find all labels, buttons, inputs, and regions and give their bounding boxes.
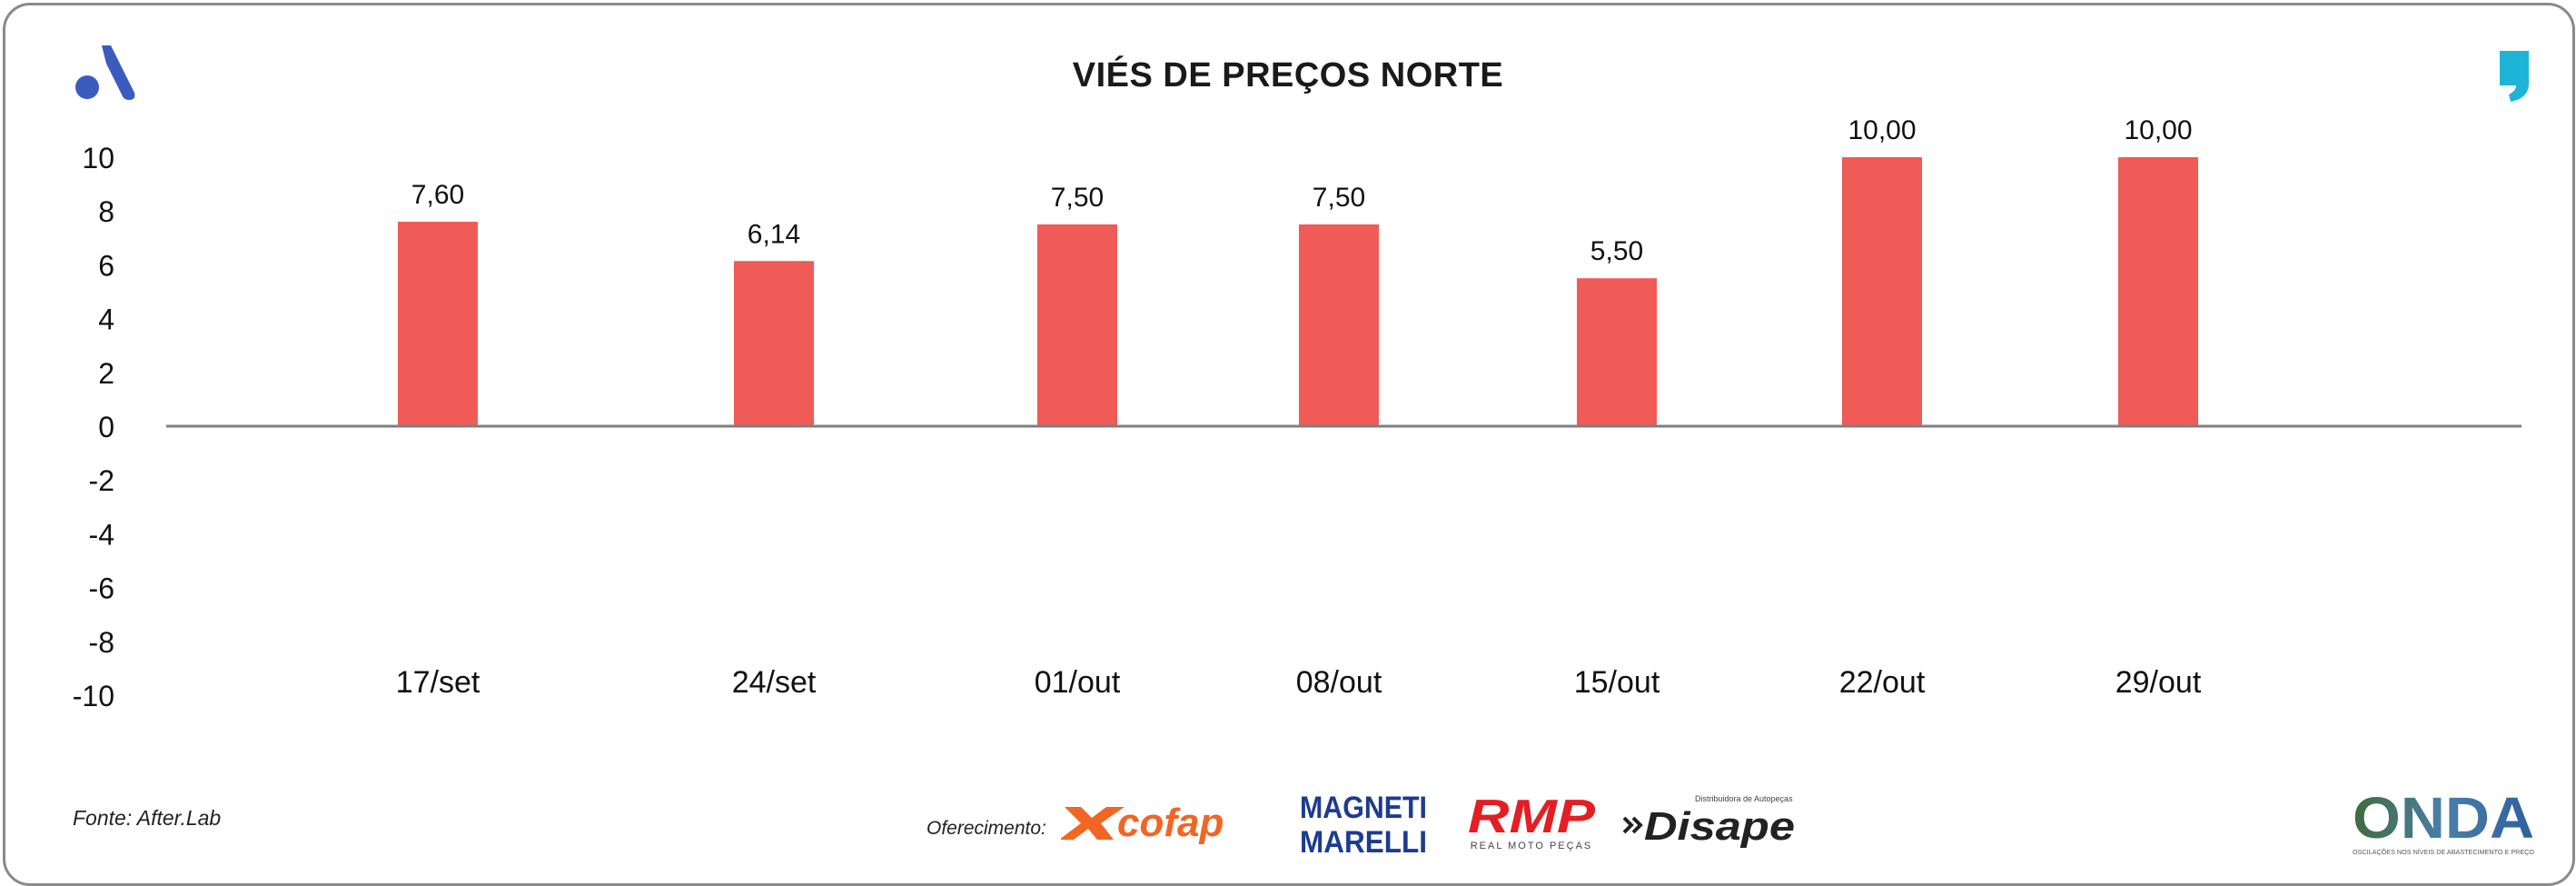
x-tick-label: 08/out: [1296, 665, 1382, 700]
disape-text: Disape: [1644, 804, 1795, 849]
y-tick-label: -6: [89, 572, 114, 605]
bar: [1577, 278, 1657, 426]
data-label: 10,00: [1848, 115, 1916, 145]
magneti-text: MAGNETI: [1300, 791, 1427, 825]
bar: [1299, 224, 1379, 426]
sponsor-label: Oferecimento:: [926, 818, 1046, 839]
y-tick-label: 10: [82, 142, 114, 174]
bar: [398, 222, 478, 426]
x-tick-label: 29/out: [2115, 665, 2202, 700]
y-tick-label: 4: [98, 304, 114, 336]
bar: [1842, 157, 1922, 426]
x-tick-label: 17/set: [396, 665, 481, 700]
y-tick-label: 6: [98, 249, 114, 282]
marelli-text: MARELLI: [1300, 825, 1427, 858]
data-label: 7,50: [1313, 183, 1365, 213]
x-tick-label: 01/out: [1035, 665, 1121, 700]
y-tick-label: -8: [89, 626, 114, 659]
x-tick-label: 15/out: [1574, 665, 1660, 700]
disape-subtitle: Distribuidora de Autopeças: [1695, 794, 1793, 803]
onda-logo: ONDA OSCILAÇÕES NOS NÍVEIS DE ABASTECIME…: [2353, 785, 2535, 856]
y-tick-label: 0: [98, 411, 114, 443]
a-logo-icon: [75, 45, 135, 100]
data-label: 5,50: [1590, 236, 1643, 266]
chart-title: VIÉS DE PREÇOS NORTE: [1072, 56, 1504, 95]
y-tick-label: 2: [98, 357, 114, 390]
data-label: 7,60: [411, 180, 464, 210]
y-tick-label: -4: [89, 518, 114, 551]
rmp-text: RMP: [1468, 791, 1595, 843]
rmp-logo: RMP REAL MOTO PEÇAS: [1468, 791, 1595, 851]
x-tick-label: 22/out: [1839, 665, 1926, 700]
quote-mark-icon: [2500, 51, 2529, 102]
disape-logo: Distribuidora de Autopeças Disape: [1622, 794, 1795, 849]
data-label: 7,50: [1051, 183, 1104, 213]
magneti-marelli-logo: MAGNETI MARELLI: [1300, 791, 1427, 858]
onda-text: ONDA: [2353, 785, 2534, 851]
rmp-subtitle: REAL MOTO PEÇAS: [1471, 841, 1593, 851]
y-tick-label: -2: [89, 464, 114, 497]
x-tick-label: 24/set: [732, 665, 817, 700]
source-note: Fonte: After.Lab: [73, 806, 222, 830]
bar: [734, 261, 814, 426]
cofap-text: cofap: [1117, 801, 1224, 845]
data-label: 10,00: [2124, 115, 2192, 145]
bar: [2118, 157, 2198, 426]
data-label: 6,14: [748, 219, 800, 249]
y-tick-label: -10: [73, 680, 114, 712]
bar: [1037, 224, 1117, 426]
onda-subtitle: OSCILAÇÕES NOS NÍVEIS DE ABASTECIMENTO E…: [2353, 848, 2535, 856]
cofap-logo: cofap: [1061, 801, 1224, 845]
chart-frame: [3, 3, 2575, 886]
y-tick-label: 8: [98, 195, 114, 228]
